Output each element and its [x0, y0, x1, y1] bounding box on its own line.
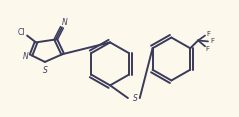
Text: S: S	[133, 93, 138, 102]
Text: N: N	[23, 52, 29, 61]
Text: S: S	[43, 66, 48, 75]
Text: Cl: Cl	[17, 28, 25, 37]
Text: F: F	[205, 46, 209, 52]
Text: F: F	[206, 31, 210, 37]
Text: F: F	[210, 38, 214, 44]
Text: N: N	[61, 18, 67, 27]
